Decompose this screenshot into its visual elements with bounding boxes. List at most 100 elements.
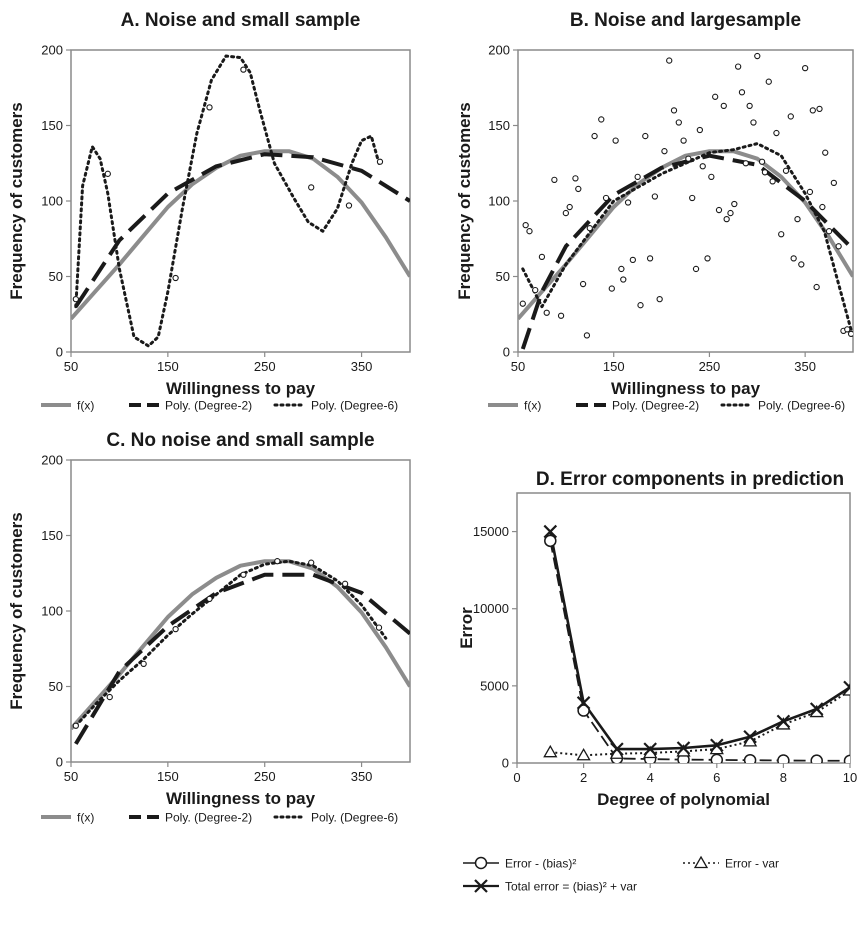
data-point [557,312,565,319]
legend-label-1: f(x) [77,811,94,825]
y-tick-label: 50 [49,679,63,694]
data-point [345,202,353,209]
legend-label-2: Poly. (Degree-2) [165,811,252,825]
x-tick-label: 350 [351,359,373,374]
data-point [765,78,772,85]
data-point [761,169,769,176]
data-point [758,158,766,165]
chart-panel-4: D. Error components in prediction 0 5000 10… [457,469,857,894]
legend-label-2: Poly. (Degree-2) [165,399,252,413]
legend-marker-2 [693,855,709,869]
data-point [696,126,704,134]
data-point-cross [643,742,657,756]
data-point [206,104,213,111]
data-point [731,200,738,208]
legend-marker-3 [474,879,488,893]
x-axis-label: Willingness to pay [166,789,316,808]
data-point-triangle [543,744,558,758]
data-point [708,173,715,180]
data-point [637,302,644,309]
data-point-cross [710,738,724,753]
y-tick-label: 50 [496,269,510,284]
data-point-circle [577,704,590,717]
legend-label-1: f(x) [77,399,94,413]
x-tick-label: 8 [780,770,787,785]
data-point [598,116,605,123]
data-point [172,625,179,633]
data-point [656,295,663,303]
y-tick-label: 200 [488,43,510,58]
data-point [642,132,649,140]
x-tick-label: 250 [699,359,721,374]
data-point [575,185,582,193]
data-point [734,63,742,70]
plot-marks [543,524,850,763]
y-axis-label: Frequency of customers [7,102,26,299]
data-point-cross [610,742,624,756]
data-point [629,256,637,264]
data-point [522,222,529,229]
data-point [778,231,785,238]
data-point [172,274,179,282]
data-point [376,158,384,165]
data-point [712,93,719,100]
legend-label-1: Error - (bias)² [505,857,576,871]
data-point [624,199,632,206]
data-point-cross [843,680,850,695]
chart-title: B. Noise and largesample [570,10,801,31]
data-point [675,119,682,126]
plot-marks [71,54,410,348]
x-tick-label: 2 [580,770,587,785]
x-tick-label: 350 [351,769,373,784]
x-tick-label: 150 [157,769,179,784]
data-point [738,89,746,96]
y-tick-label: 0 [56,345,63,360]
series-line-2 [74,152,410,308]
data-point [579,280,587,288]
x-tick-label: 250 [254,769,276,784]
data-point [140,660,147,667]
legend-label-3: Poly. (Degree-6) [311,811,398,825]
x-tick-label: 150 [157,359,179,374]
data-point [72,295,79,303]
data-point [727,209,734,217]
data-point [543,309,550,316]
data-point-circle [743,753,757,763]
y-axis-label: Frequency of customers [7,512,26,709]
data-point-circle [843,754,850,763]
y-tick-label: 0 [56,755,63,770]
data-point [274,558,281,565]
data-point [782,167,790,174]
data-point-cross [809,702,824,716]
series-line-2 [520,153,853,350]
data-point [572,175,579,182]
data-point-triangle [576,747,591,761]
data-point [341,580,349,587]
data-point [620,276,627,283]
chart-title: D. Error components in prediction [536,469,844,490]
y-axis-label: Error [457,607,476,649]
data-point [651,193,659,200]
data-point [704,255,711,262]
data-point [692,265,700,273]
data-point [661,148,668,155]
data-point [754,52,761,60]
data-point [608,285,615,292]
y-tick-label: 5000 [480,678,509,693]
y-tick-label: 100 [41,194,63,209]
data-point [670,107,678,114]
y-tick-label: 15000 [473,524,509,539]
x-tick-label: 0 [513,770,520,785]
data-point [798,261,805,268]
data-point [822,149,829,156]
data-point [666,57,673,64]
data-point [773,129,780,137]
legend-marker-1 [474,856,488,870]
series-line-3 [74,54,381,348]
chart-panel-3: C. No noise and small sample050100150200… [7,430,411,825]
plot-marks [71,558,410,745]
x-tick-label: 6 [713,770,720,785]
